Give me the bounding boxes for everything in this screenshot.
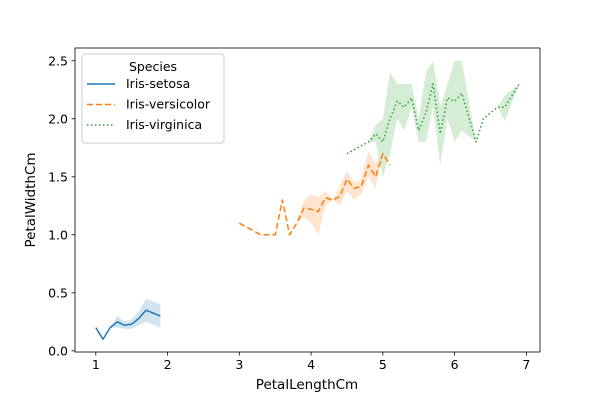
- legend-title: Species: [129, 59, 177, 74]
- x-tick-label: 7: [522, 357, 530, 372]
- y-tick-label: 1.0: [48, 227, 68, 242]
- x-tick-label: 5: [379, 357, 387, 372]
- series-line-iris-setosa: [95, 309, 161, 340]
- x-tick-label: 3: [235, 357, 243, 372]
- legend: Species Iris-setosa Iris-versicolor Iris-vi…: [81, 53, 225, 144]
- legend-box: [81, 53, 225, 144]
- axes-frame: [74, 47, 541, 353]
- legend-label: Iris-versicolor: [126, 97, 211, 112]
- x-tick-label: 6: [451, 357, 459, 372]
- y-tick-label: 2.0: [48, 111, 68, 126]
- y-tick-label: 2.5: [48, 53, 68, 68]
- ci-band-iris-setosa: [95, 298, 161, 340]
- x-axis-label: PetalLengthCm: [256, 377, 358, 393]
- axes: 1 2 3 4 5 6 7 0.0 0.5 1.0 1.5 2.0 2.5: [48, 47, 541, 372]
- legend-label: Iris-setosa: [126, 76, 190, 91]
- ci-band-iris-virginica: [346, 60, 520, 177]
- plot-area: [95, 60, 520, 340]
- legend-label: Iris-virginica: [126, 117, 202, 132]
- x-tick-label: 4: [307, 357, 315, 372]
- x-tick-label: 2: [164, 357, 172, 372]
- series-line-iris-virginica: [346, 83, 520, 155]
- y-axis-label: PetalWidthCm: [23, 152, 39, 247]
- x-tick-label: 1: [92, 357, 100, 372]
- series-line-iris-versicolor: [238, 152, 391, 236]
- y-tick-label: 1.5: [48, 169, 68, 184]
- y-tick-label: 0.5: [48, 285, 68, 300]
- ci-band-iris-versicolor: [239, 151, 391, 235]
- y-tick-label: 0.0: [48, 343, 68, 358]
